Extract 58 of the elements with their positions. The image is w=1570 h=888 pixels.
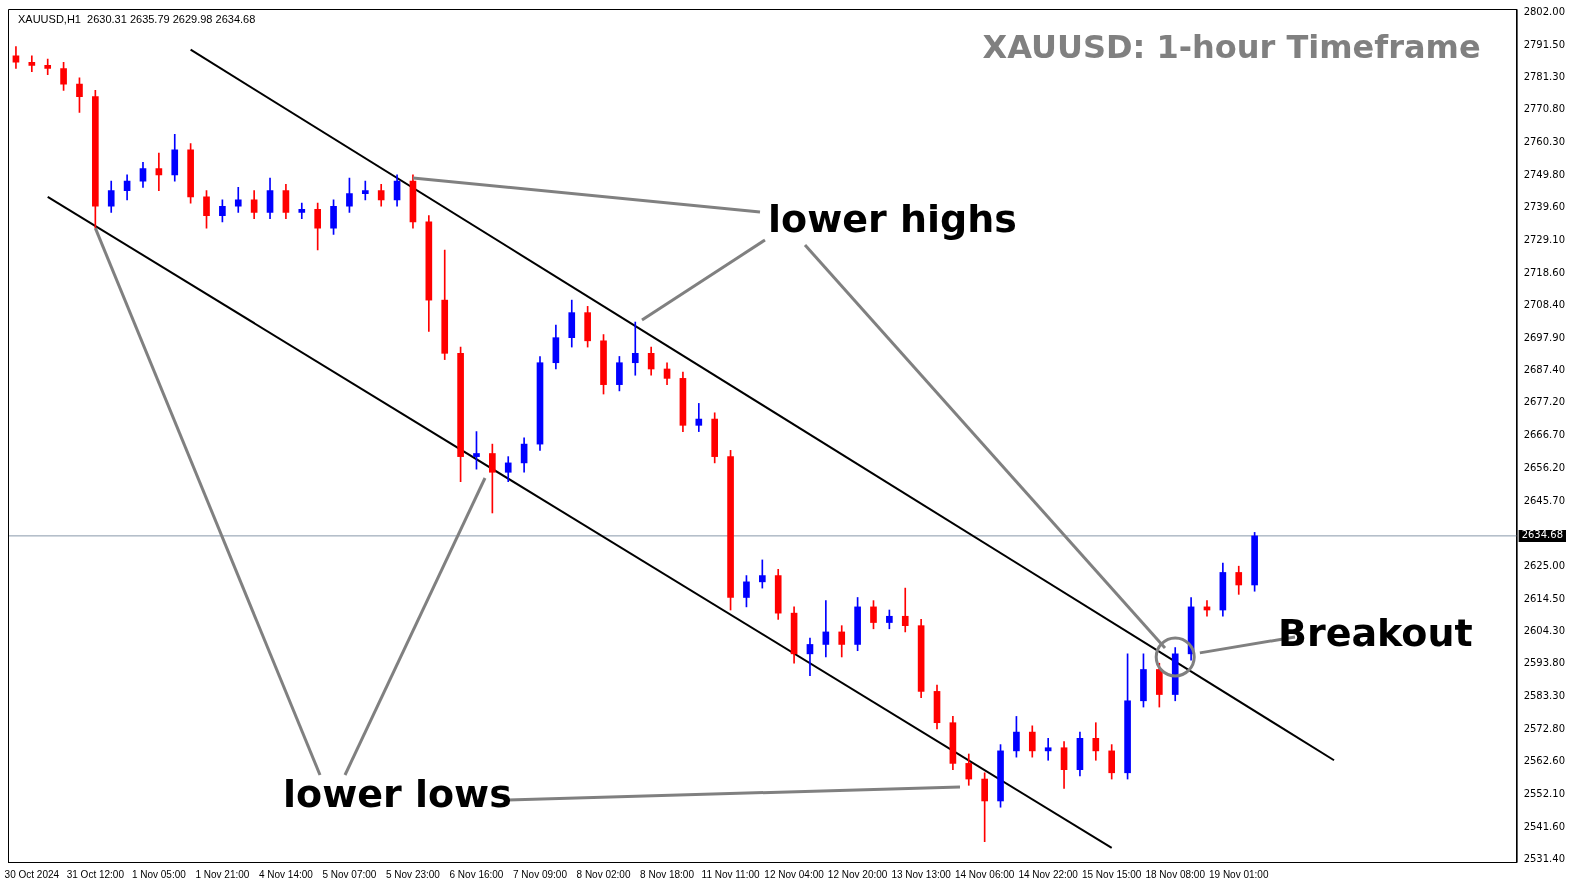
x-tick-label: 14 Nov 06:00 (954, 868, 1015, 880)
x-tick-label: 4 Nov 14:00 (258, 868, 314, 880)
x-tick-label: 12 Nov 20:00 (827, 868, 888, 880)
text: XAUUSD: 1-hour Timeframe (982, 28, 1481, 67)
y-tick-label: 2781.30 (1523, 70, 1566, 82)
y-tick-label: 2531.40 (1523, 852, 1566, 864)
y-tick-label: 2625.00 (1523, 559, 1566, 571)
annotation: XAUUSD,H1 2630.31 2635.79 2629.98 2634.68 (18, 13, 256, 26)
x-tick-label: 8 Nov 18:00 (640, 868, 695, 880)
y-tick-label: 2645.70 (1523, 494, 1566, 506)
x-tick-label: 7 Nov 09:00 (513, 868, 568, 880)
y-tick-label: 2697.90 (1523, 331, 1566, 343)
x-tick-label: 12 Nov 04:00 (764, 868, 825, 880)
candlestick (695, 403, 703, 432)
annotation: Breakout (1278, 610, 1473, 655)
x-tick-label: 1 Nov 05:00 (131, 868, 187, 880)
y-tick-label: 2666.70 (1523, 429, 1566, 441)
y-tick-label: 2562.60 (1523, 755, 1566, 767)
y-tick-label: 2718.60 (1523, 266, 1566, 278)
x-tick-label: 13 Nov 13:00 (891, 868, 952, 880)
x-tick-label: 5 Nov 07:00 (322, 868, 377, 880)
x-tick-label: 15 Nov 15:00 (1081, 868, 1142, 880)
y-tick-label: 2802.00 (1523, 5, 1566, 17)
y-tick-label: 2687.40 (1523, 364, 1566, 376)
candlestick (901, 587, 909, 633)
candlestick (1044, 738, 1052, 761)
y-tick-label: 2760.30 (1523, 136, 1566, 148)
y-tick-label: 2541.60 (1523, 820, 1566, 832)
x-tick-label: 5 Nov 23:00 (385, 868, 441, 880)
y-tick-label: 2552.10 (1523, 787, 1566, 799)
x-tick-label: 8 Nov 02:00 (576, 868, 631, 880)
y-tick-label: 2729.10 (1523, 233, 1566, 245)
candlestick (361, 180, 369, 201)
x-tick-label: 1 Nov 21:00 (195, 868, 250, 880)
y-tick-label: 2791.50 (1523, 38, 1566, 50)
y-tick-label: 2656.20 (1523, 462, 1566, 474)
x-tick-label: 14 Nov 22:00 (1018, 868, 1079, 880)
x-tick-label: 30 Oct 2024 (4, 868, 60, 880)
annotation: lower highs (768, 196, 1017, 241)
annotation: lower lows (283, 771, 512, 816)
candlestick (155, 152, 163, 191)
y-tick-label: 2770.80 (1523, 103, 1566, 115)
x-tick-label: 19 Nov 01:00 (1208, 868, 1269, 880)
x-tick-label: 11 Nov 11:00 (701, 868, 760, 880)
x-tick-label: 18 Nov 08:00 (1145, 868, 1206, 880)
y-tick-label: 2708.40 (1523, 298, 1566, 310)
y-tick-label: 2739.60 (1523, 201, 1566, 213)
y-tick-label: 2572.80 (1523, 723, 1566, 735)
y-tick-label: 2614.50 (1523, 592, 1566, 604)
x-tick-label: 31 Oct 12:00 (66, 868, 125, 880)
y-tick-label: 2604.30 (1523, 624, 1566, 636)
candlestick (631, 321, 639, 376)
y-tick-label: 2583.30 (1523, 690, 1566, 702)
ref-line-label: 2634.68 (1521, 529, 1564, 541)
y-tick-label: 2749.80 (1523, 169, 1566, 181)
y-tick-label: 2677.20 (1523, 396, 1566, 408)
x-tick-label: 6 Nov 16:00 (449, 868, 504, 880)
y-tick-label: 2593.80 (1523, 657, 1566, 669)
